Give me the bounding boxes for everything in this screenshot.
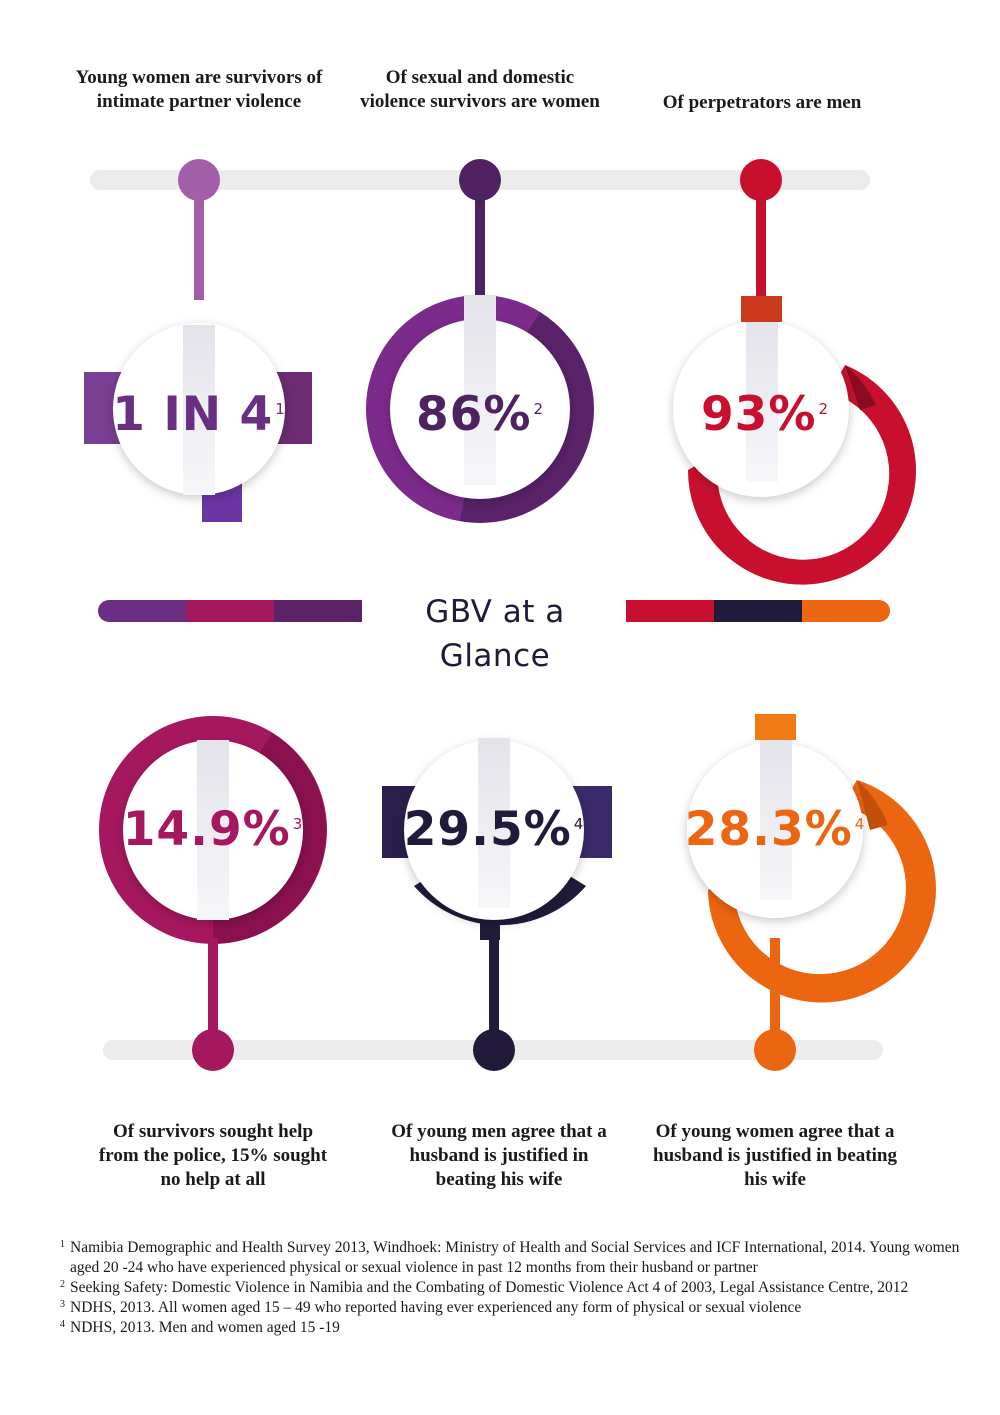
footnote-1-text: Namibia Demographic and Health Survey 20…: [70, 1239, 960, 1276]
footnote-3-mark: 3: [60, 1299, 65, 1310]
caption-6: Of young women agree that a husband is j…: [653, 1121, 897, 1190]
timeline-dot-5: [473, 1029, 515, 1071]
timeline-dot-2: [459, 159, 501, 201]
stat-footnote-5: 4: [573, 815, 585, 833]
connector-6: [770, 938, 780, 1050]
footnote-2-text: Seeking Safety: Domestic Violence in Nam…: [70, 1279, 909, 1296]
footnote-3-text: NDHS, 2013. All women aged 15 – 49 who r…: [70, 1299, 802, 1316]
gauge-6: [687, 714, 936, 1003]
footnotes: 1 Namibia Demographic and Health Survey 2…: [60, 1238, 960, 1338]
stat-value-3: 93% 2: [645, 385, 885, 445]
stat-value-4: 14.9% 3: [93, 800, 333, 860]
timeline-dot-1: [178, 159, 220, 201]
stat-value-2: 86% 2: [360, 385, 600, 445]
stat-footnote-4: 3: [292, 815, 304, 833]
stat-footnote-3: 2: [818, 400, 830, 418]
footnote-1-mark: 1: [60, 1239, 65, 1250]
footnote-1: 1 Namibia Demographic and Health Survey 2…: [60, 1238, 960, 1278]
timeline-dot-6: [754, 1029, 796, 1071]
caption-4: Of survivors sought help from the police…: [98, 1121, 328, 1190]
page-title: GBV at a Glance: [425, 594, 565, 674]
connector-2: [475, 180, 485, 295]
timeline-dot-3: [740, 159, 782, 201]
caption-5: Of young men agree that a husband is jus…: [391, 1121, 607, 1190]
caption-3: Of perpetrators are men: [662, 92, 862, 113]
footnote-4-mark: 4: [60, 1319, 65, 1330]
stat-value-3-text: 93%: [700, 387, 817, 442]
stat-value-5-text: 29.5%: [403, 802, 572, 857]
footnote-3: 3 NDHS, 2013. All women aged 15 – 49 who …: [60, 1298, 960, 1318]
gauge-1: [84, 323, 312, 522]
stat-value-1-text: 1 IN 4: [112, 387, 274, 442]
title-bar-right: [626, 600, 890, 622]
gauge-2: [366, 295, 594, 523]
connector-5: [489, 938, 499, 1050]
footnote-4: 4 NDHS, 2013. Men and women aged 15 -19: [60, 1318, 960, 1338]
footnote-2-mark: 2: [60, 1279, 65, 1290]
caption-1: Young women are survivors of intimate pa…: [75, 67, 323, 112]
gauge-3: [673, 296, 916, 585]
stat-value-4-text: 14.9%: [122, 802, 291, 857]
stat-footnote-1: 1: [275, 400, 286, 418]
stat-value-6-text: 28.3%: [684, 802, 853, 857]
connector-4: [208, 938, 218, 1050]
timeline-dot-4: [192, 1029, 234, 1071]
connector-1: [194, 180, 204, 300]
stat-footnote-2: 2: [533, 400, 545, 418]
gauge-4: [99, 716, 327, 944]
footnote-2: 2 Seeking Safety: Domestic Violence in Na…: [60, 1278, 960, 1298]
footnote-4-text: NDHS, 2013. Men and women aged 15 -19: [70, 1319, 340, 1336]
title-bar-left: [98, 600, 362, 622]
caption-2: Of sexual and domestic violence survivor…: [360, 67, 600, 112]
stat-value-5: 29.5% 4: [374, 800, 614, 860]
stat-value-2-text: 86%: [415, 387, 532, 442]
stat-footnote-6: 4: [854, 815, 866, 833]
connector-3: [756, 180, 766, 298]
gauge-5: [382, 738, 612, 940]
stat-value-6: 28.3% 4: [655, 800, 895, 860]
